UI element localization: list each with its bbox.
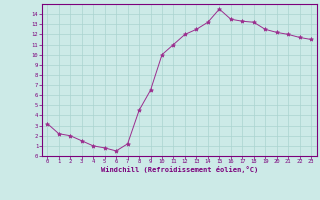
X-axis label: Windchill (Refroidissement éolien,°C): Windchill (Refroidissement éolien,°C) — [100, 166, 258, 173]
